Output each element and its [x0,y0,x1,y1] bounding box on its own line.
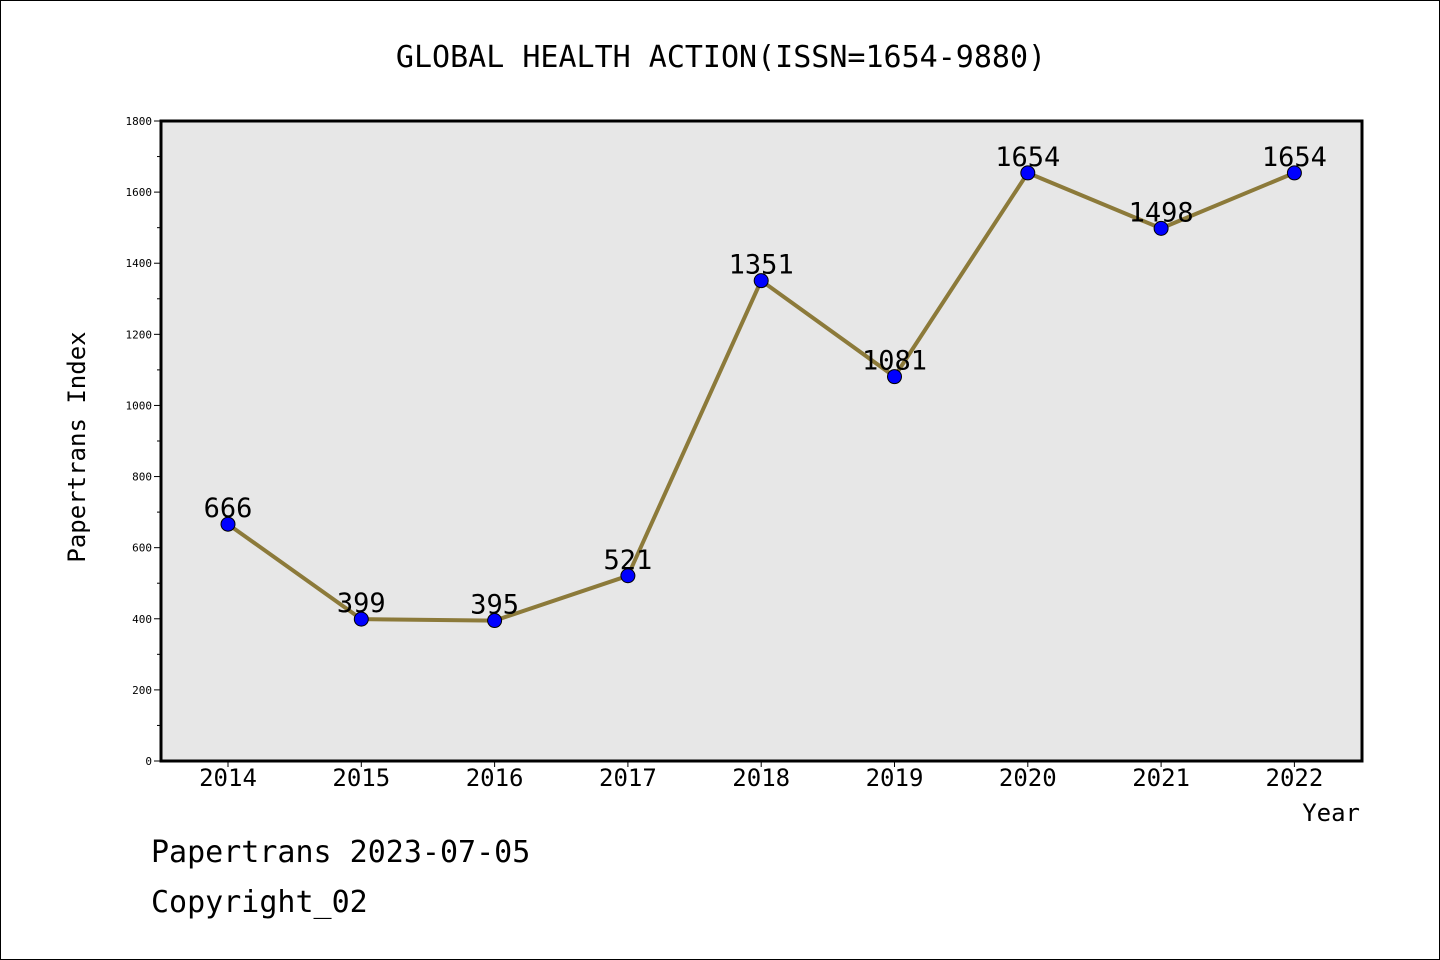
x-axis-label: Year [1302,799,1360,827]
data-label: 399 [337,588,386,619]
x-tick-label: 2015 [332,764,390,792]
x-tick-label: 2014 [199,764,257,792]
data-point [753,273,769,289]
y-tick-label: 800 [132,471,152,484]
data-label: 395 [470,590,519,621]
y-axis-label: Papertrans Index [63,331,91,562]
footer-copyright-line: Copyright_02 [151,885,368,920]
y-tick-label: 200 [132,684,152,697]
series-layer [220,165,1302,629]
y-axis: 0 200 400 600 800 1000 1200 1400 1600 1800 [126,115,161,768]
footer-date-line: Papertrans 2023-07-05 [151,835,531,870]
y-tick-label: 400 [132,613,152,626]
data-point [1020,165,1036,181]
data-label: 1081 [862,346,927,377]
x-axis: 2014 2015 2016 2017 2018 2019 2020 2021 2022 [199,761,1323,792]
y-tick-label: 1200 [126,328,153,341]
data-point [887,369,902,385]
x-tick-label: 2016 [466,764,524,792]
x-tick-label: 2017 [599,764,657,792]
x-tick-label: 2019 [866,764,924,792]
data-label: 1654 [1262,142,1327,173]
data-point [1286,165,1302,181]
data-label: 1654 [995,142,1060,173]
y-tick-label: 0 [145,755,152,768]
y-tick-label: 1000 [126,399,153,412]
data-point [620,568,636,584]
data-label: 666 [204,493,253,524]
x-tick-label: 2020 [999,764,1057,792]
data-point [1153,220,1169,236]
data-label: 1498 [1129,197,1194,228]
y-tick-label: 1400 [126,257,153,270]
chart-title: GLOBAL HEALTH ACTION(ISSN=1654-9880) [396,40,1046,75]
x-tick-label: 2021 [1132,764,1190,792]
data-point [353,611,369,627]
x-tick-label: 2018 [732,764,790,792]
data-label: 1351 [729,250,794,281]
y-tick-label: 1600 [126,186,153,199]
data-label-layer: 666 399 395 521 1351 1081 1654 1498 1654 [204,142,1327,621]
x-tick-label: 2022 [1266,764,1324,792]
data-point [487,613,503,629]
y-tick-label: 1800 [126,115,153,128]
data-point [220,516,236,532]
y-tick-label: 600 [132,542,152,555]
data-label: 521 [604,545,653,576]
